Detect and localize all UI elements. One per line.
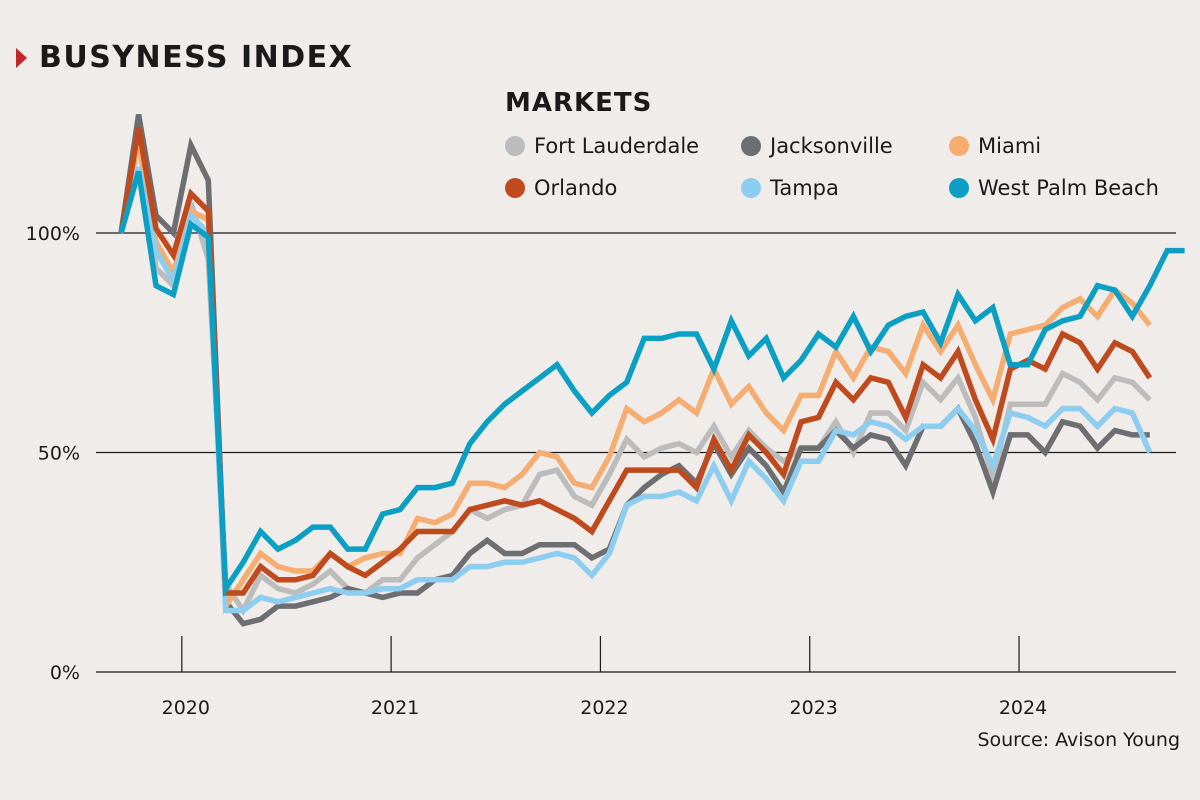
legend-label: Tampa: [770, 176, 839, 200]
x-tick-label: 2020: [162, 697, 210, 719]
legend-dot: [505, 178, 525, 198]
legend-item-jacksonville: Jacksonville: [741, 134, 893, 158]
legend-item-miami: Miami: [949, 134, 1041, 158]
y-tick-label: 100%: [26, 223, 80, 245]
legend-label: Miami: [978, 134, 1042, 158]
legend-dot: [949, 178, 969, 198]
x-tick-label: 2022: [580, 697, 628, 719]
series-line-tampa: [118, 166, 1153, 614]
chart-title-group: BUSYNESS INDEX: [16, 40, 353, 75]
legend-item-fort-lauderdale: Fort Lauderdale: [505, 134, 699, 158]
x-tick-label: 2021: [371, 697, 419, 719]
legend-label: Jacksonville: [770, 134, 893, 158]
legend-label: Orlando: [534, 176, 618, 200]
legend-item-tampa: Tampa: [741, 176, 839, 200]
series-line-fort-lauderdale: [118, 135, 1152, 616]
legend-dot: [741, 136, 761, 156]
legend-label: Fort Lauderdale: [534, 134, 700, 158]
legend-label: West Palm Beach: [978, 176, 1159, 200]
y-tick-label: 0%: [50, 662, 80, 684]
chart-title: BUSYNESS INDEX: [39, 40, 354, 75]
series-line-jacksonville: [118, 114, 1150, 627]
legend-item-west-palm-beach: West Palm Beach: [949, 176, 1159, 200]
series-line-west-palm-beach: [118, 170, 1185, 598]
legend-title: MARKETS: [505, 88, 653, 118]
source-note: Source: Avison Young: [977, 729, 1180, 751]
legend-dot: [741, 178, 761, 198]
series-line-orlando: [118, 127, 1153, 596]
legend-dot: [949, 136, 969, 156]
title-triangle-icon: [16, 47, 27, 68]
series-line-miami: [118, 140, 1152, 615]
legend-dot: [505, 136, 525, 156]
y-tick-label: 50%: [38, 443, 80, 465]
legend-item-orlando: Orlando: [505, 176, 617, 200]
x-tick-label: 2024: [999, 697, 1047, 719]
x-tick-label: 2023: [790, 697, 838, 719]
